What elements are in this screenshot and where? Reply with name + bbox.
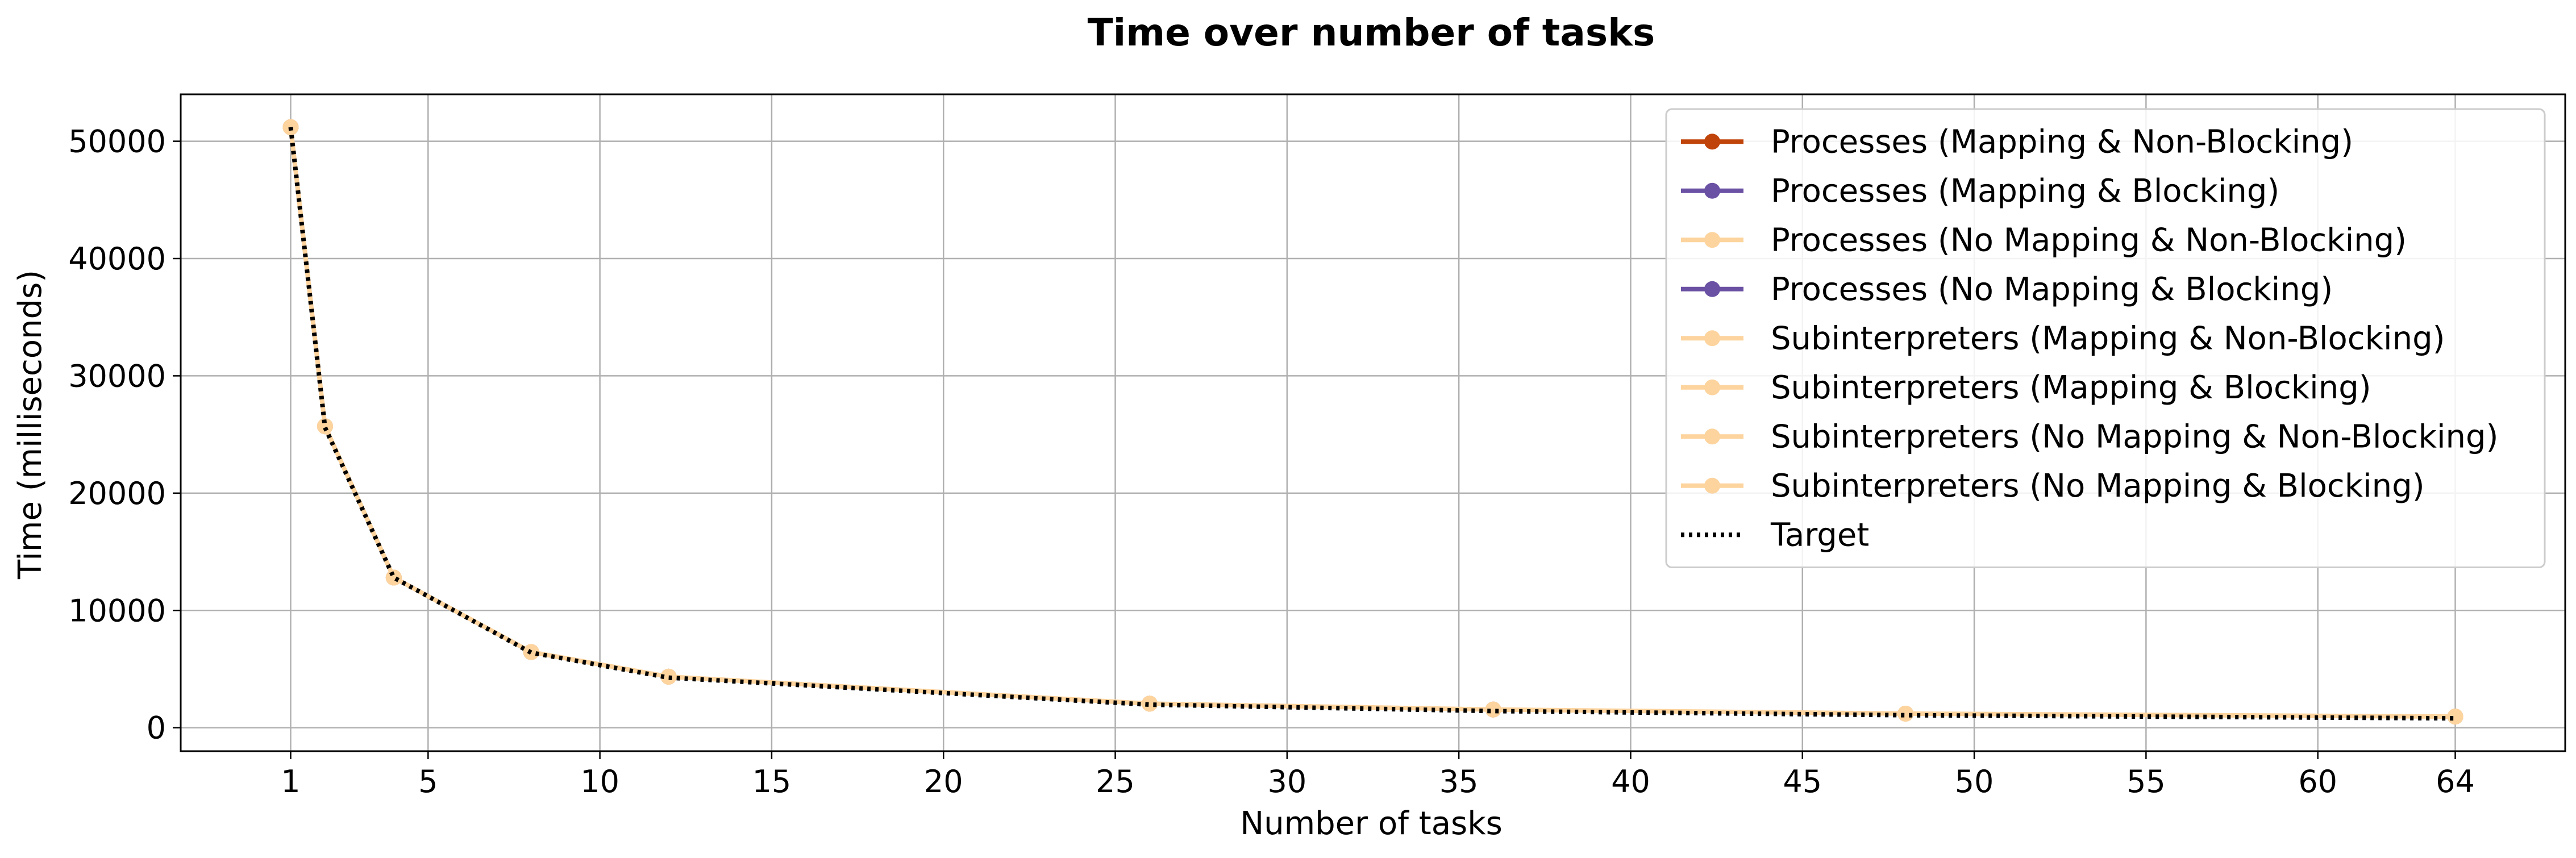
- x-tick-label: 10: [580, 764, 619, 799]
- x-tick-label: 20: [924, 764, 963, 799]
- x-tick-label: 1: [281, 764, 300, 799]
- y-tick-label: 10000: [68, 593, 166, 628]
- legend-label: Subinterpreters (No Mapping & Non-Blocki…: [1771, 418, 2498, 455]
- legend-box: [1665, 108, 2546, 568]
- axis-ticks: 1 5 10 15 20 25 30 35 40 45 50 55 60 6401000020000300…: [68, 124, 2475, 799]
- legend-item: Processes (Mapping & Non-Blocking): [1681, 123, 2353, 160]
- series-point: [660, 668, 677, 685]
- series-point: [1485, 701, 1501, 718]
- y-tick-label: 40000: [68, 241, 166, 277]
- x-tick-label: 35: [1439, 764, 1479, 799]
- x-tick-label: 60: [2298, 764, 2337, 799]
- legend-label: Processes (Mapping & Non-Blocking): [1771, 123, 2353, 160]
- y-axis-label: Time (milliseconds): [12, 270, 49, 580]
- legend-swatch-marker: [1704, 330, 1720, 347]
- series-target: [288, 127, 2456, 721]
- legend-item: Subinterpreters (Mapping & Blocking): [1681, 369, 2371, 406]
- legend: Processes (Mapping & Non-Blocking) Proces…: [1665, 108, 2546, 568]
- series-point: [385, 569, 402, 586]
- x-tick-label: 25: [1096, 764, 1135, 799]
- legend-swatch-marker: [1704, 428, 1720, 445]
- legend-swatch-marker: [1704, 379, 1720, 395]
- y-tick-label: 50000: [68, 124, 166, 160]
- series-point: [282, 119, 299, 135]
- legend-label: Processes (No Mapping & Non-Blocking): [1771, 222, 2407, 259]
- y-tick-label: 30000: [68, 358, 166, 394]
- x-tick-label: 30: [1267, 764, 1306, 799]
- legend-item: Subinterpreters (Mapping & Non-Blocking): [1681, 320, 2445, 357]
- legend-label: Subinterpreters (Mapping & Blocking): [1771, 369, 2371, 406]
- x-tick-label: 40: [1611, 764, 1650, 799]
- x-axis-label: Number of tasks: [1240, 805, 1503, 842]
- plot-series: [282, 119, 2463, 725]
- x-tick-label: 5: [418, 764, 438, 799]
- legend-swatch-marker: [1704, 134, 1720, 150]
- series-point: [1142, 695, 1158, 712]
- legend-item: Processes (Mapping & Blocking): [1681, 173, 2279, 210]
- y-tick-label: 20000: [68, 476, 166, 511]
- legend-label: Subinterpreters (Mapping & Non-Blocking): [1771, 320, 2445, 357]
- legend-swatch-marker: [1704, 182, 1720, 199]
- series-point: [2447, 709, 2463, 725]
- series-point: [317, 418, 333, 435]
- legend-label: Processes (No Mapping & Blocking): [1771, 271, 2333, 308]
- legend-item: Target: [1681, 517, 1869, 553]
- x-tick-label: 50: [1955, 764, 1994, 799]
- x-tick-label: 64: [2436, 764, 2475, 799]
- legend-item: Processes (No Mapping & Blocking): [1681, 271, 2333, 308]
- series-point: [1897, 705, 1914, 722]
- legend-swatch-marker: [1704, 281, 1720, 297]
- legend-swatch-marker: [1704, 232, 1720, 248]
- y-tick-label: 0: [147, 710, 166, 746]
- legend-item: Subinterpreters (No Mapping & Non-Blocki…: [1681, 418, 2498, 455]
- x-tick-label: 55: [2126, 764, 2166, 799]
- legend-item: Subinterpreters (No Mapping & Blocking): [1681, 468, 2425, 505]
- legend-label: Subinterpreters (No Mapping & Blocking): [1771, 468, 2425, 505]
- x-tick-label: 15: [752, 764, 792, 799]
- legend-label: Processes (Mapping & Blocking): [1771, 173, 2279, 210]
- series-line: [288, 127, 2456, 721]
- chart-title: Time over number of tasks: [1088, 11, 1655, 55]
- legend-label: Target: [1770, 517, 1869, 553]
- x-tick-label: 45: [1783, 764, 1822, 799]
- legend-swatch-marker: [1704, 477, 1720, 494]
- plot-frame: [180, 93, 2566, 752]
- legend-item: Processes (No Mapping & Non-Blocking): [1681, 222, 2407, 259]
